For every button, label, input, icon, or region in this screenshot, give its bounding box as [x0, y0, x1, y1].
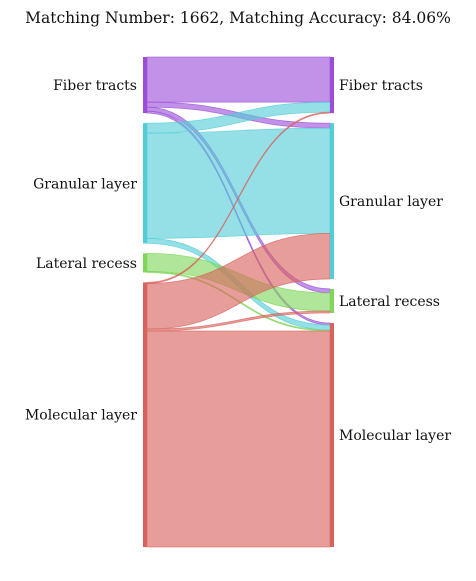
link-fiber-tracts-to-fiber-tracts [146, 56, 331, 103]
node-label-left-lateral-recess: Lateral recess [36, 256, 137, 272]
node-right-molecular-layer [330, 323, 334, 547]
sankey-labels: Fiber tracts Granular layer Lateral recess… [25, 78, 451, 444]
node-label-left-molecular-layer: Molecular layer [25, 408, 137, 424]
sankey-nodes [143, 57, 334, 547]
link-molecular-layer-to-molecular-layer [146, 330, 331, 548]
node-right-granular-layer [330, 123, 334, 279]
node-label-left-granular-layer: Granular layer [33, 176, 137, 192]
node-left-granular-layer [143, 123, 147, 244]
node-label-right-fiber-tracts: Fiber tracts [339, 78, 423, 94]
node-right-fiber-tracts [330, 57, 334, 114]
link-granular-layer-to-granular-layer [146, 127, 331, 239]
node-left-lateral-recess [143, 253, 147, 273]
node-label-right-granular-layer: Granular layer [339, 194, 443, 210]
link-molecular-layer-to-granular-layer [146, 232, 331, 330]
node-left-molecular-layer [143, 282, 147, 547]
node-label-right-lateral-recess: Lateral recess [339, 294, 440, 310]
sankey-links [146, 56, 331, 548]
chart-title: Matching Number: 1662, Matching Accuracy… [25, 9, 451, 27]
node-left-fiber-tracts [143, 57, 147, 114]
node-right-lateral-recess [330, 288, 334, 314]
node-label-left-fiber-tracts: Fiber tracts [53, 78, 137, 94]
node-label-right-molecular-layer: Molecular layer [339, 428, 451, 444]
